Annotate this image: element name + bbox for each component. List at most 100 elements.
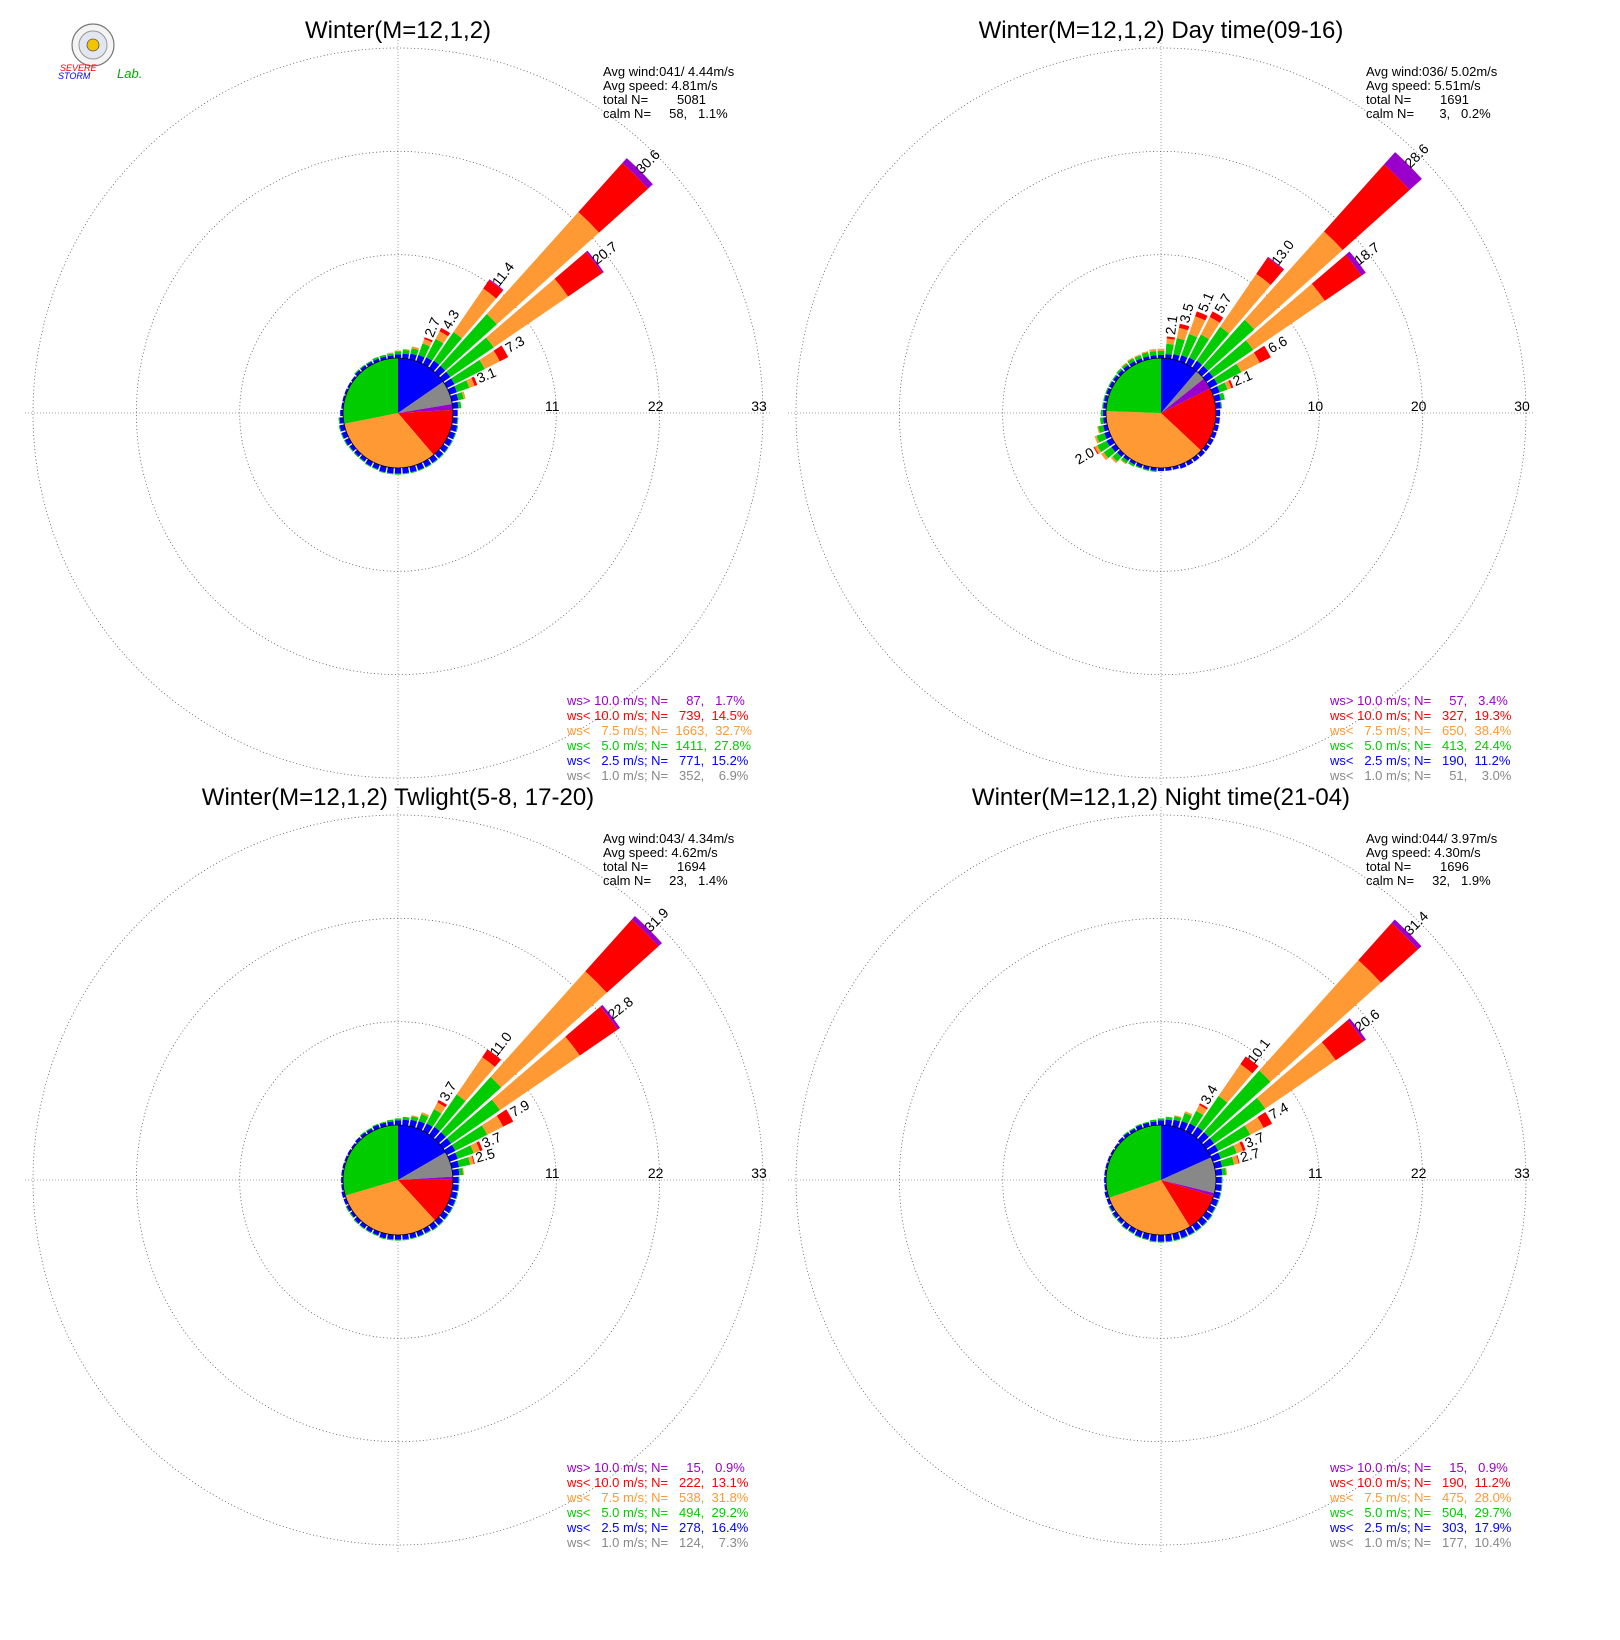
rose-bar-segment: [1179, 1229, 1188, 1239]
rose-bar-segment: [1228, 379, 1234, 389]
pie-slice: [398, 1125, 446, 1180]
pie-slice: [1108, 1180, 1190, 1235]
rose-bar-segment: [402, 348, 410, 351]
rose-bar-segment: [1157, 467, 1165, 472]
bar-value-label: 3.7: [1242, 1129, 1266, 1151]
rose-bar-segment: [1128, 1226, 1137, 1234]
legend-entry: ws> 10.0 m/s; N= 87, 1.7%: [566, 693, 745, 708]
rose-bar-segment: [421, 1112, 430, 1117]
rose-bar-segment: [1121, 363, 1129, 369]
rose-bar-segment: [1129, 459, 1137, 465]
rose-bar-segment: [1215, 1168, 1223, 1176]
rose-bar-segment: [386, 467, 394, 474]
rose-bar-segment: [1215, 1176, 1222, 1184]
rose-bar-segment: [1202, 371, 1214, 382]
rose-bar-segment: [379, 1121, 386, 1125]
rose-bar-segment: [1127, 358, 1135, 365]
rose-bar-segment: [366, 361, 374, 367]
rose-bar-segment: [359, 1224, 365, 1230]
rose-bar-segment: [434, 1094, 466, 1132]
rose-bar-segment: [426, 1109, 442, 1127]
legend-entry: ws> 10.0 m/s; N= 15, 0.9%: [1329, 1460, 1508, 1475]
rose-bar-segment: [452, 1168, 460, 1176]
rose-bar-segment: [386, 1119, 394, 1123]
rose-bar-segment: [426, 338, 444, 361]
rose-bar-segment: [373, 358, 380, 364]
rose-bar-segment: [354, 1136, 362, 1144]
logo-storm-text: STORM: [58, 71, 91, 81]
rose-bar-segment: [1157, 1241, 1165, 1243]
rose-bar-segment: [394, 351, 402, 355]
rose-bar-segment: [450, 424, 458, 432]
rose-bar-segment: [372, 356, 379, 361]
rose-bar-segment: [450, 393, 459, 402]
rose-bar-segment: [354, 449, 362, 457]
rose-bar-segment: [1104, 1176, 1107, 1184]
rose-bar-segment: [1108, 380, 1113, 387]
rose-bar-segment: [1112, 374, 1117, 381]
legend-entry: ws< 2.5 m/s; N= 190, 11.2%: [1329, 753, 1511, 768]
rose-bar-segment: [447, 1152, 458, 1162]
rose-bar-segment: [410, 1236, 417, 1240]
rose-bar-segment: [456, 392, 464, 401]
rose-bar-segment: [1202, 1221, 1208, 1227]
rose-bar-segment: [1202, 444, 1210, 452]
rose-bar-segment: [1113, 375, 1120, 382]
grid-ring: [795, 47, 1527, 779]
rose-bar-segment: [432, 1226, 439, 1231]
rose-bar-segment: [1256, 1042, 1336, 1109]
grid-ring: [32, 814, 764, 1546]
rose-bar-segment: [439, 444, 449, 453]
rose-bar-segment: [416, 1121, 426, 1131]
rose-bar-segment: [1188, 1231, 1196, 1236]
rose-bar-segment: [489, 279, 504, 291]
rose-bar-segment: [578, 163, 648, 233]
rose-bar-segment: [1105, 387, 1109, 394]
rose-bar-segment: [439, 1138, 452, 1149]
stats-line: Avg speed: 5.51m/s: [1366, 78, 1481, 93]
rose-bar-segment: [1218, 1064, 1253, 1103]
ring-label: 11: [545, 398, 560, 414]
rose-bar-segment: [365, 360, 372, 365]
rose-bar-segment: [1207, 437, 1214, 446]
rose-bar-segment: [455, 1145, 474, 1159]
rose-bar-segment: [1197, 1132, 1209, 1144]
rose-bar-segment: [348, 446, 354, 452]
rose-bar-segment: [1142, 465, 1150, 470]
rose-bar-segment: [1110, 1148, 1115, 1156]
pie-slice: [1106, 358, 1161, 413]
stats-line: total N= 5081: [603, 92, 706, 107]
rose-bar-segment: [457, 401, 462, 409]
rose-bar-segment: [1135, 465, 1142, 469]
rose-bar-segment: [1142, 356, 1150, 361]
rose-bar-segment: [1134, 355, 1142, 361]
rose-bar-segment: [1207, 1214, 1213, 1221]
rose-bar-segment: [1166, 338, 1175, 345]
grid-ring: [135, 150, 661, 676]
rose-bar-segment: [452, 417, 458, 424]
legend-entry: ws< 5.0 m/s; N= 1411, 27.8%: [566, 738, 751, 753]
bar-value-label: 3.5: [1176, 301, 1197, 324]
stats-line: Avg speed: 4.30m/s: [1366, 845, 1481, 860]
rose-bar-segment: [394, 473, 402, 475]
rose-bar-segment: [365, 1226, 374, 1233]
rose-bar-segment: [565, 1006, 618, 1056]
rose-bar-segment: [456, 1057, 495, 1102]
rose-bar-segment: [1142, 1232, 1150, 1240]
rose-bar-segment: [1204, 1070, 1271, 1137]
grid-ring: [32, 47, 764, 779]
rose-bar-segment: [1211, 1207, 1216, 1214]
rose-bar-segment: [1213, 1160, 1223, 1169]
rose-bar-segment: [1179, 355, 1188, 364]
rose-bar-segment: [343, 440, 348, 447]
rose-bar-segment: [1174, 1115, 1182, 1118]
rose-bar-segment: [554, 251, 603, 297]
rose-bar-segment: [441, 1076, 502, 1137]
rose-bar-segment: [422, 357, 433, 367]
pie-outline: [1105, 357, 1217, 469]
rose-bar-segment: [470, 1142, 481, 1154]
rose-bar-segment: [365, 1229, 372, 1234]
rose-bar-segment: [1345, 251, 1366, 276]
ring-label: 22: [648, 1165, 664, 1181]
rose-bar-segment: [433, 1102, 446, 1114]
